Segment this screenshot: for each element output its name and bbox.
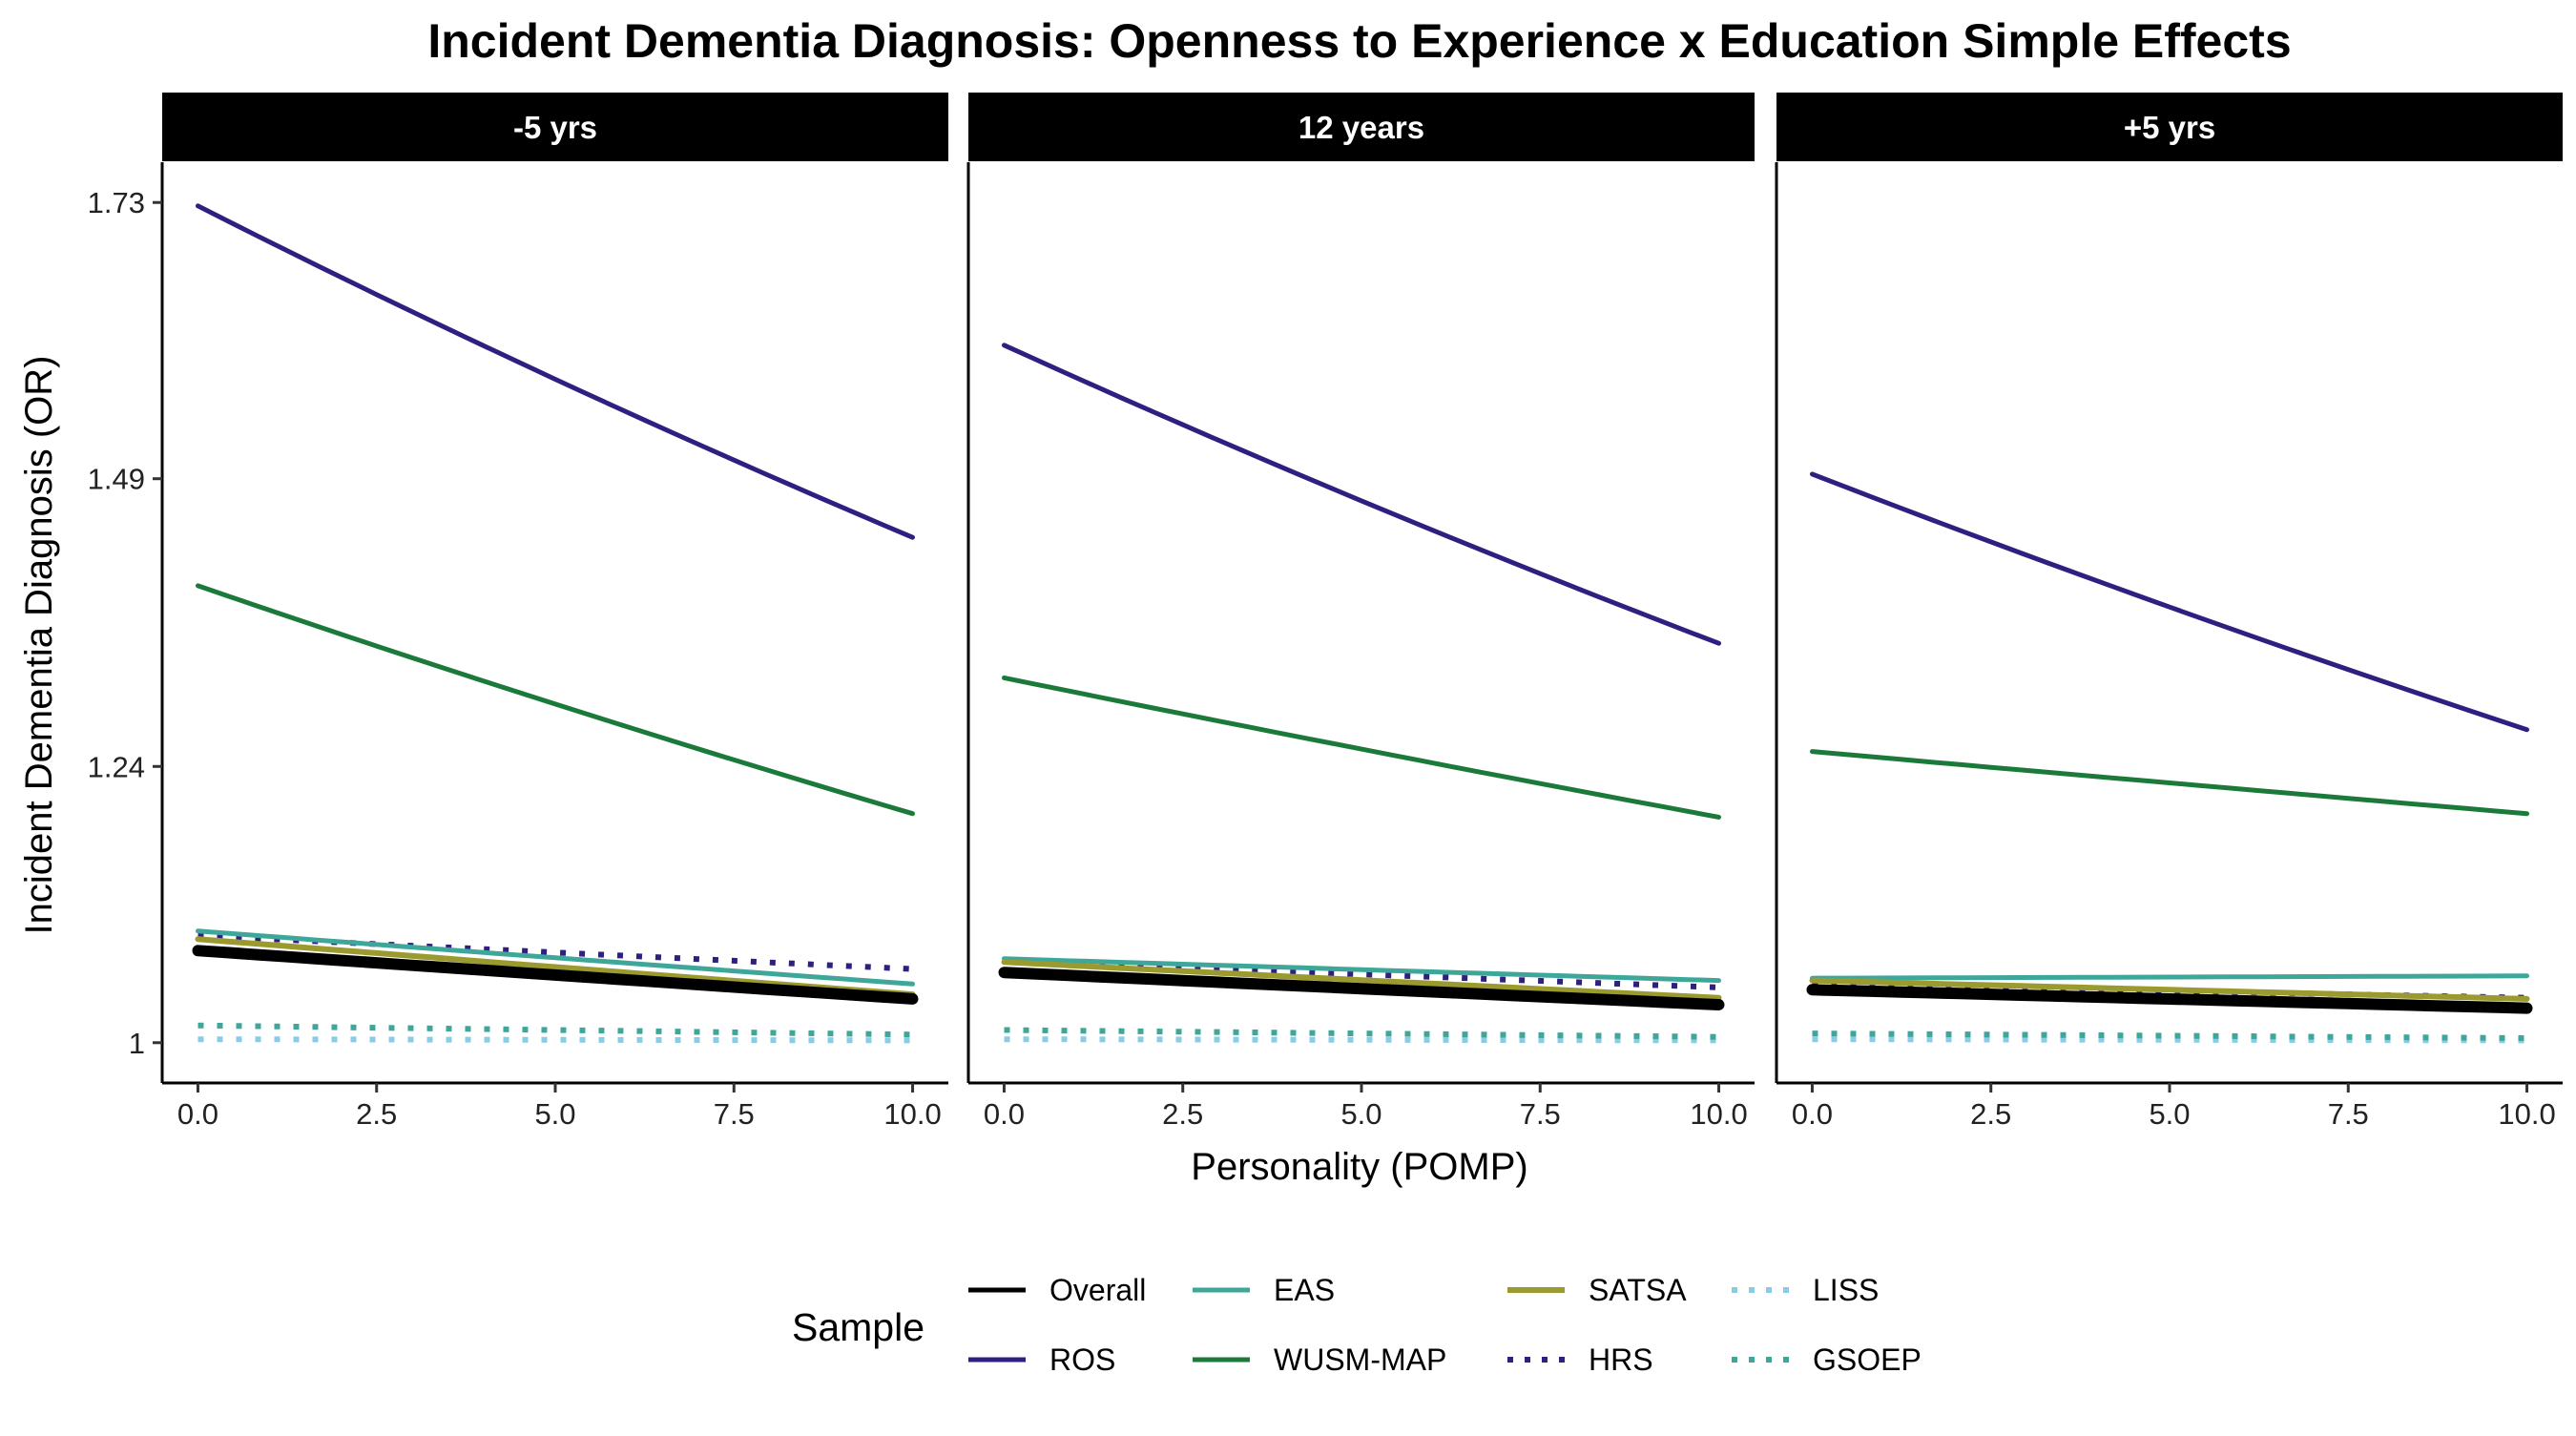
series-line-eas	[1002, 956, 1721, 984]
panel-strip-label: -5 yrs	[513, 110, 597, 145]
legend-label: LISS	[1813, 1273, 1879, 1307]
legend-label: SATSA	[1589, 1273, 1687, 1307]
y-axis-title: Incident Dementia Diagnosis (OR)	[18, 356, 60, 935]
series-line-ros	[1810, 471, 2529, 733]
panel-12-years: 12 years 0.0 2.5 5.0 7.5 10.0	[966, 93, 1755, 1131]
x-tick-label: 10.0	[883, 1097, 941, 1131]
x-tick-label: 5.0	[2149, 1097, 2190, 1131]
legend-title: Sample	[792, 1305, 924, 1349]
panel-strip	[968, 93, 1755, 161]
legend-label: WUSM-MAP	[1274, 1342, 1446, 1377]
series-line-overall	[1806, 984, 2533, 1014]
x-tick-label: 2.5	[1162, 1097, 1203, 1131]
panel-strip-label: +5 yrs	[2124, 110, 2215, 145]
series-line-eas	[1810, 973, 2529, 981]
panel-strip	[162, 93, 948, 161]
x-tick-label: 7.5	[1520, 1097, 1561, 1131]
series-line-satsa	[1001, 959, 1722, 1001]
legend-item-gsoep: GSOEP	[1732, 1342, 1922, 1377]
panels-layer: -5 yrs 0.0 2.5 5.0 7.5 10.0 1 1.24 1.49 1.73 12 ye…	[88, 93, 2563, 1131]
chart-title: Incident Dementia Diagnosis: Openness to…	[427, 14, 2291, 68]
y-tick-label: 1.49	[88, 463, 145, 496]
series-line-gsoep	[197, 1022, 913, 1038]
legend-label: HRS	[1589, 1342, 1653, 1377]
legend-label: Overall	[1049, 1273, 1146, 1307]
series-line-wusm-map	[1810, 749, 2529, 817]
legend-item-hrs: HRS	[1507, 1342, 1653, 1377]
x-tick-label: 5.0	[534, 1097, 575, 1131]
legend-label: EAS	[1274, 1273, 1335, 1307]
series-line-overall	[192, 945, 919, 1005]
panel-strip	[1776, 93, 2563, 161]
y-tick-label: 1.24	[88, 750, 145, 783]
legend-label: ROS	[1049, 1342, 1115, 1377]
legend-item-wusm-map: WUSM-MAP	[1193, 1342, 1446, 1377]
series-line-ros	[1002, 343, 1721, 646]
x-tick-label: 0.0	[984, 1097, 1025, 1131]
series-line-gsoep	[1812, 1030, 2527, 1041]
x-tick-label: 7.5	[2328, 1097, 2369, 1131]
series-line-satsa	[1809, 977, 2530, 1002]
series-line-liss	[1004, 1036, 1719, 1044]
x-tick-label: 5.0	[1340, 1097, 1381, 1131]
x-tick-label: 0.0	[1792, 1097, 1833, 1131]
series-line-gsoep	[1004, 1027, 1719, 1040]
legend: Sample Overall ROS EAS WUSM-MAP SATSA HRS LISS G…	[792, 1273, 1922, 1377]
x-axis-title: Personality (POMP)	[1191, 1146, 1527, 1188]
x-tick-label: 2.5	[1970, 1097, 2011, 1131]
series-line-liss	[197, 1036, 913, 1044]
legend-item-overall: Overall	[968, 1273, 1146, 1307]
y-tick-label: 1	[129, 1027, 145, 1060]
series-line-eas	[196, 928, 915, 987]
legend-item-satsa: SATSA	[1507, 1273, 1687, 1307]
panel-5-yrs: -5 yrs 0.0 2.5 5.0 7.5 10.0 1 1.24 1.49 1.73	[88, 93, 948, 1131]
legend-item-ros: ROS	[968, 1342, 1115, 1377]
x-tick-label: 10.0	[2498, 1097, 2555, 1131]
legend-item-eas: EAS	[1193, 1273, 1335, 1307]
legend-item-liss: LISS	[1732, 1273, 1879, 1307]
legend-label: GSOEP	[1813, 1342, 1922, 1377]
series-line-overall	[998, 967, 1725, 1010]
panel-5-yrs: +5 yrs 0.0 2.5 5.0 7.5 10.0	[1775, 93, 2563, 1131]
y-tick-label: 1.73	[88, 186, 145, 219]
series-line-wusm-map	[196, 583, 915, 817]
series-line-ros	[196, 203, 915, 540]
x-tick-label: 2.5	[356, 1097, 397, 1131]
series-line-wusm-map	[1002, 675, 1721, 820]
x-tick-label: 0.0	[177, 1097, 218, 1131]
x-tick-label: 7.5	[714, 1097, 755, 1131]
panel-strip-label: 12 years	[1298, 110, 1424, 145]
x-tick-label: 10.0	[1690, 1097, 1747, 1131]
